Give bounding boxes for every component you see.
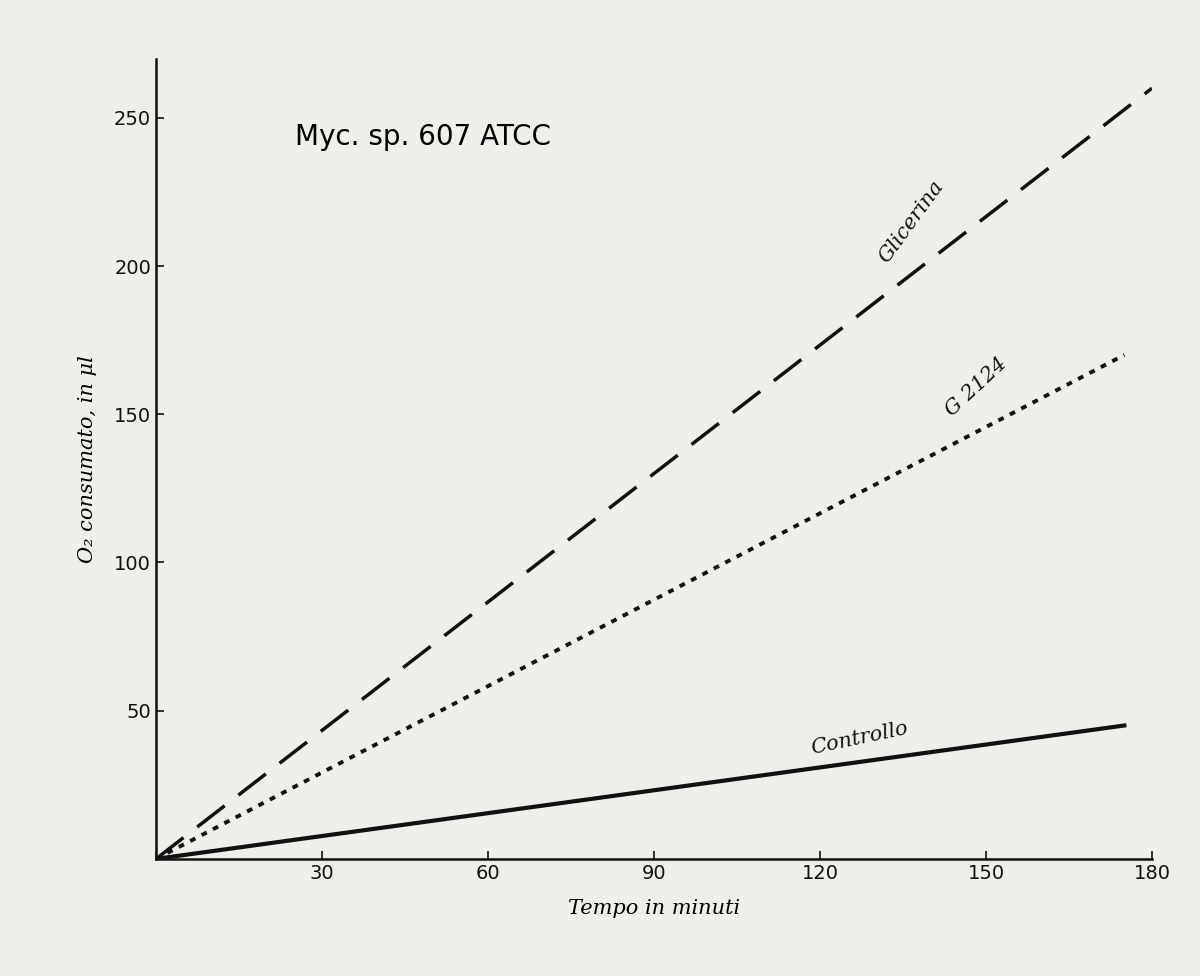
Text: G 2124: G 2124 <box>942 354 1010 421</box>
Text: Glicerina: Glicerina <box>875 177 948 266</box>
Text: Myc. sp. 607 ATCC: Myc. sp. 607 ATCC <box>295 123 552 150</box>
Text: Controllo: Controllo <box>809 719 910 758</box>
X-axis label: Tempo in minuti: Tempo in minuti <box>568 900 740 918</box>
Y-axis label: O₂ consumato, in μl: O₂ consumato, in μl <box>78 355 97 562</box>
